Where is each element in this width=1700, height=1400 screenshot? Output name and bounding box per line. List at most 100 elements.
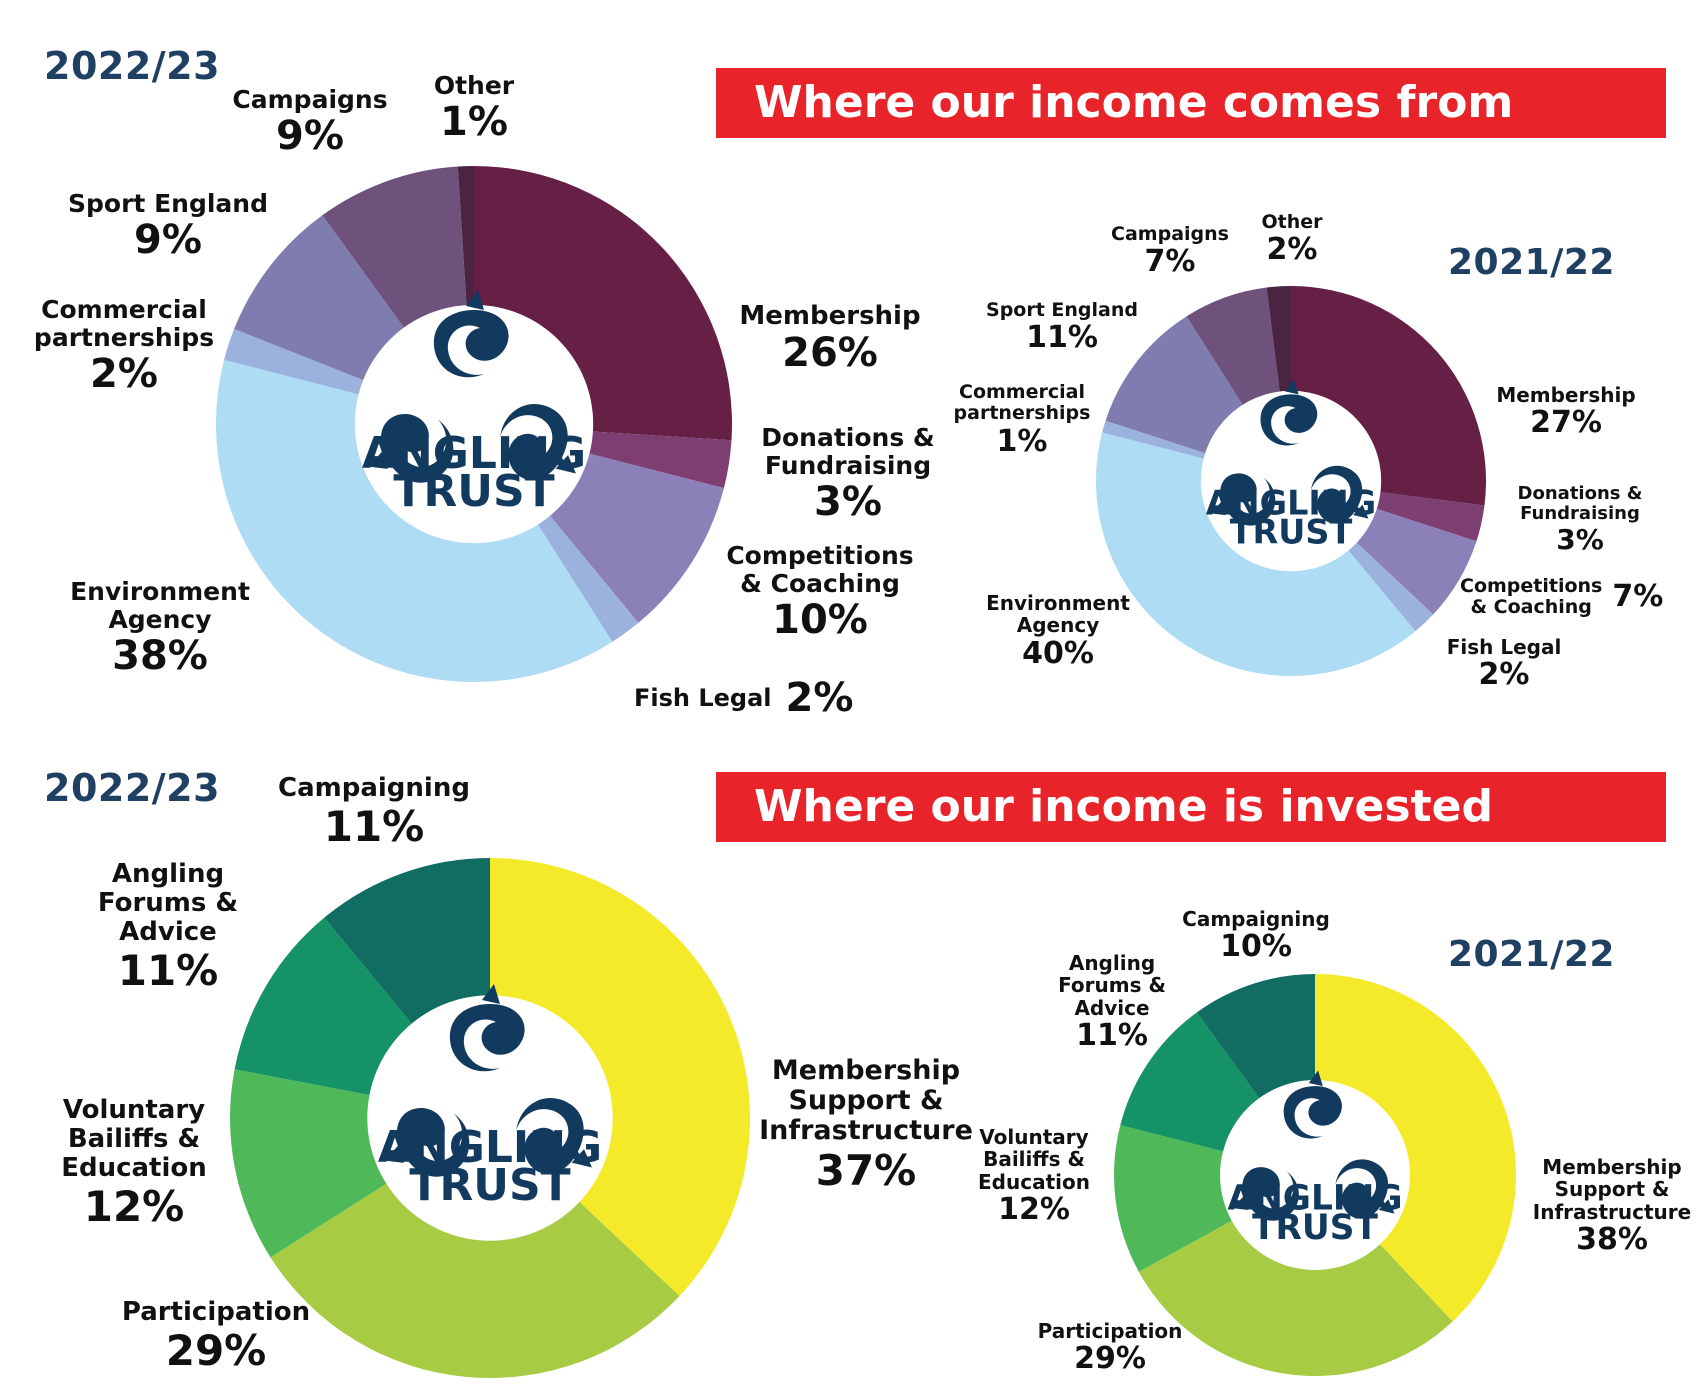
logo-text-trust: TRUST xyxy=(409,1160,570,1211)
slice-membership-support-and-infrastructure xyxy=(490,858,750,1296)
logo-text-angling: ANGLING xyxy=(1228,1178,1403,1218)
donut-hole xyxy=(1220,1080,1410,1270)
fish-tail-icon xyxy=(1232,1196,1248,1211)
slice-label-percent: 2% xyxy=(785,675,854,721)
slice-label-name: Sport England xyxy=(68,190,268,218)
donut-hole xyxy=(1200,390,1382,572)
slice-label-name: Voluntary Bailiffs & Education xyxy=(61,1095,207,1183)
slice-label-name: Fish Legal xyxy=(1446,635,1562,659)
fish-icon xyxy=(1260,394,1318,446)
label-campaigns-2022-23: Campaigns 9% xyxy=(232,86,387,159)
year-income-2022: 2022/23 xyxy=(44,44,221,88)
label-line: Support & xyxy=(788,1085,944,1117)
label-line: Membership xyxy=(1496,383,1636,407)
slice-label-percent: 12% xyxy=(998,1192,1070,1228)
slice-label-name: Commercial partnerships xyxy=(953,381,1091,425)
label-donations-and-fundraising-2022-23: Donations & Fundraising 3% xyxy=(761,424,934,525)
label-competitions-and-coaching-2022-23: Competitions & Coaching 10% xyxy=(726,542,913,643)
slice-label-percent: 27% xyxy=(1530,405,1602,441)
label-angling-forums-and-advice-2021-22: Angling Forums & Advice 11% xyxy=(1058,952,1166,1053)
label-voluntary-bailiffs-and-education-2022-23: Voluntary Bailiffs & Education 12% xyxy=(61,1095,207,1230)
label-line: Forums & xyxy=(1058,973,1166,998)
slice-campaigns xyxy=(322,166,467,328)
fish-tail-icon xyxy=(1378,1199,1395,1214)
fish-tail-icon xyxy=(368,451,388,469)
slice-participation xyxy=(270,1183,680,1378)
label-line: Infrastructure xyxy=(1532,1199,1692,1224)
slice-fish-legal xyxy=(537,515,639,642)
label-line: Education xyxy=(978,1169,1090,1194)
fish-tail-icon xyxy=(555,455,576,474)
label-line: & Coaching xyxy=(740,569,900,598)
label-line: Campaigns xyxy=(1111,223,1229,245)
slice-label-name: Participation xyxy=(121,1297,311,1327)
slice-label-percent: 10% xyxy=(1220,929,1292,965)
slice-other xyxy=(457,166,474,306)
slice-label-name: Campaigns xyxy=(232,86,387,114)
slice-sport-england xyxy=(234,215,405,381)
label-fish-legal-2021-22: Fish Legal 2% xyxy=(1447,636,1562,692)
donut-hole xyxy=(354,304,594,544)
label-fish-legal-2022-23: Fish Legal 2% xyxy=(634,676,853,721)
label-line: Infrastructure xyxy=(759,1115,973,1147)
label-membership-support-and-infrastructure-2022-23: Membership Support & Infrastructure 37% xyxy=(759,1055,973,1193)
label-line: Sport England xyxy=(986,299,1138,321)
label-line: Fish Legal xyxy=(1446,635,1562,659)
label-line: Participation xyxy=(121,1297,311,1327)
label-line: Advice xyxy=(119,917,217,948)
label-membership-support-and-infrastructure-2021-22: Membership Support & Infrastructure 38% xyxy=(1533,1156,1691,1257)
slice-label-percent: 7% xyxy=(1612,579,1664,615)
label-line: partnerships xyxy=(953,402,1091,425)
slice-commercial-partnerships xyxy=(1102,420,1206,459)
slice-membership xyxy=(1291,286,1486,506)
fish-tail-icon xyxy=(1210,501,1226,516)
fish-icon xyxy=(449,1004,525,1072)
slice-competitions-and-coaching xyxy=(1356,508,1477,615)
slice-label-name: Commercial partnerships xyxy=(34,296,214,352)
label-participation-2022-23: Participation 29% xyxy=(121,1297,311,1374)
slice-campaigning xyxy=(324,858,490,1024)
label-line: Fundraising xyxy=(1520,503,1640,525)
slice-voluntary-bailiffs-and-education xyxy=(229,1069,387,1258)
fish-icon xyxy=(516,1097,584,1175)
fish-tail-icon xyxy=(571,1149,592,1168)
slice-label-name: Other xyxy=(1261,211,1322,233)
fish-icon xyxy=(381,414,454,483)
label-angling-forums-and-advice-2022-23: Angling Forums & Advice 11% xyxy=(98,859,238,994)
label-line: Voluntary xyxy=(62,1095,206,1125)
label-line: Membership xyxy=(771,1055,961,1086)
slice-other xyxy=(1266,286,1291,393)
label-line: Support & xyxy=(1554,1177,1670,1202)
slice-label-percent: 2% xyxy=(90,351,158,397)
label-line: Environment xyxy=(70,577,250,606)
slice-donations-and-fundraising xyxy=(588,431,732,489)
slice-fish-legal xyxy=(1348,542,1434,632)
fish-icon xyxy=(1220,473,1276,526)
label-line: Membership xyxy=(1542,1155,1682,1179)
label-line: Donations & xyxy=(761,423,935,452)
slice-label-percent: 1% xyxy=(996,423,1048,459)
slice-voluntary-bailiffs-and-education xyxy=(1114,1125,1233,1272)
label-line: Fish Legal xyxy=(634,683,772,712)
slice-label-name: Membership Support & Infrastructure xyxy=(1532,1155,1692,1224)
slice-label-name: Voluntary Bailiffs & Education xyxy=(978,1125,1090,1194)
fish-tail-icon xyxy=(1308,1070,1323,1087)
logo-text-angling: ANGLING xyxy=(1206,483,1376,522)
logo-text-trust: TRUST xyxy=(1252,1208,1378,1248)
slice-commercial-partnerships xyxy=(224,329,364,395)
label-campaigns-2021-22: Campaigns 7% xyxy=(1111,223,1229,279)
slice-label-percent: 9% xyxy=(276,113,344,159)
label-line: Voluntary xyxy=(979,1125,1089,1149)
label-line: Participation xyxy=(1037,1319,1183,1343)
slice-label-percent: 38% xyxy=(112,633,208,679)
slice-angling-forums-and-advice xyxy=(1120,1012,1260,1152)
label-other-2022-23: Other 1% xyxy=(434,72,514,145)
slice-label-name: Campaigning xyxy=(278,773,470,803)
label-line: Campaigns xyxy=(232,85,388,114)
year-invested-2022: 2022/23 xyxy=(44,766,221,810)
